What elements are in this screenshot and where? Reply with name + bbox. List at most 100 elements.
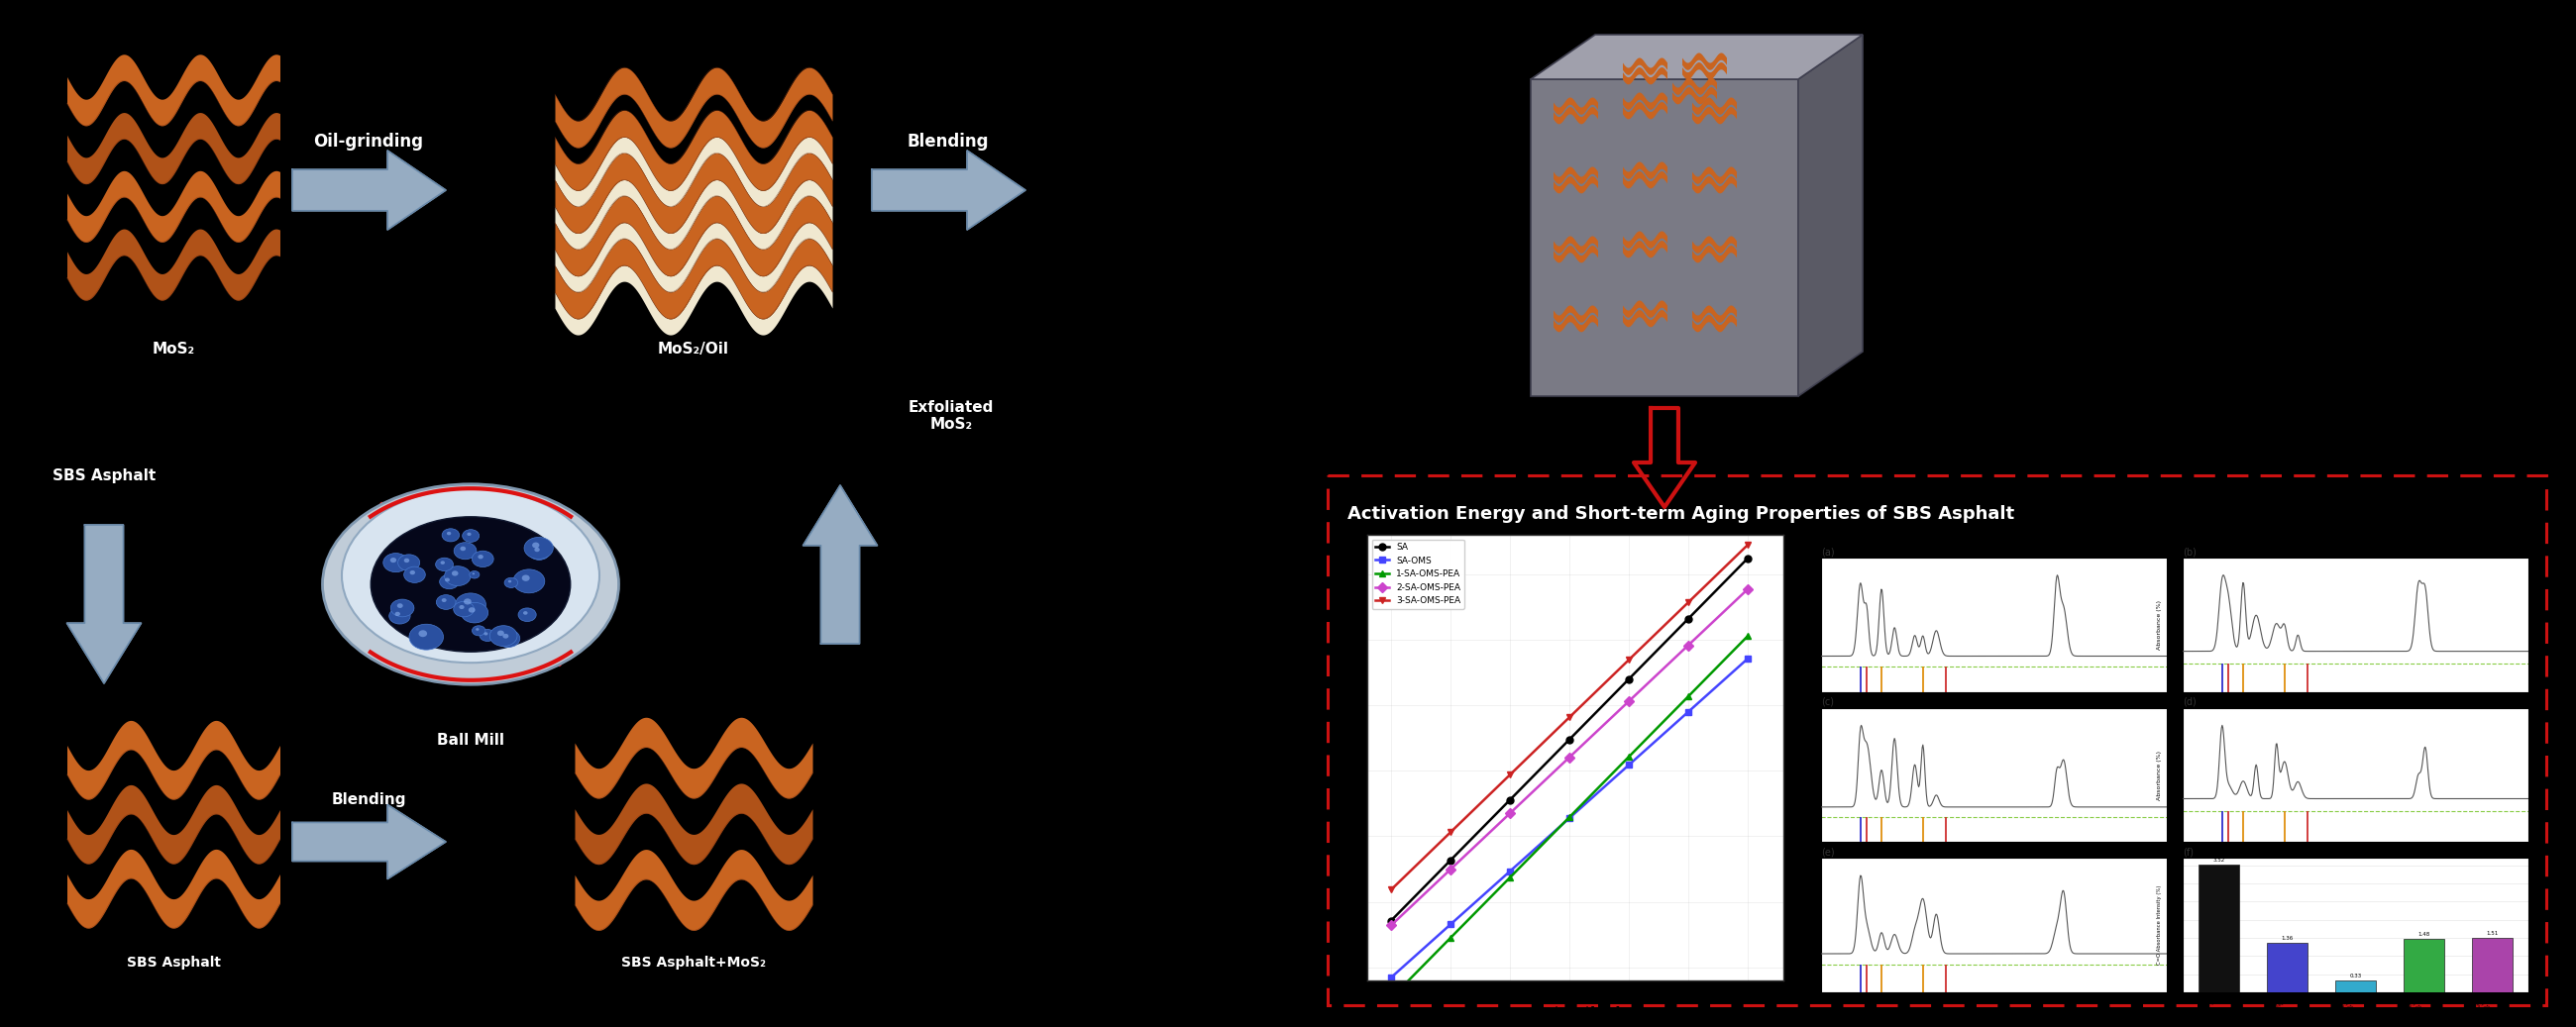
Ellipse shape xyxy=(497,630,520,647)
Ellipse shape xyxy=(523,537,554,559)
Line: SA-OMS: SA-OMS xyxy=(1388,655,1752,981)
Ellipse shape xyxy=(446,578,451,581)
Text: Blending: Blending xyxy=(907,132,989,151)
SA-OMS xyxy=(1494,865,1525,877)
Polygon shape xyxy=(1530,79,1798,396)
Text: Activation Energy and Short-term Aging Properties of SBS Asphalt: Activation Energy and Short-term Aging P… xyxy=(1347,505,2014,523)
Line: SA: SA xyxy=(1388,555,1752,924)
Polygon shape xyxy=(871,151,1025,230)
Ellipse shape xyxy=(322,484,618,685)
Text: 0.33: 0.33 xyxy=(2349,974,2362,979)
Ellipse shape xyxy=(466,532,471,536)
Ellipse shape xyxy=(453,602,474,617)
SA xyxy=(1613,673,1643,685)
1-SA-OMS-PEA xyxy=(1376,992,1406,1004)
Bar xyxy=(2403,939,2445,992)
SA-OMS xyxy=(1376,972,1406,984)
Text: Ball Mill: Ball Mill xyxy=(438,733,505,748)
2-SA-OMS-PEA xyxy=(1613,695,1643,708)
Text: (d): (d) xyxy=(2182,697,2197,707)
Ellipse shape xyxy=(389,608,410,624)
1-SA-OMS-PEA xyxy=(1494,871,1525,883)
Ellipse shape xyxy=(461,603,487,622)
Text: MoS₂/Oil: MoS₂/Oil xyxy=(657,342,729,356)
Y-axis label: Absorbance (%): Absorbance (%) xyxy=(1795,901,1801,950)
Text: 1.51: 1.51 xyxy=(2486,930,2499,936)
Ellipse shape xyxy=(479,555,484,559)
1-SA-OMS-PEA xyxy=(1672,690,1703,702)
Text: (f): (f) xyxy=(2182,847,2195,858)
Ellipse shape xyxy=(464,599,471,605)
Ellipse shape xyxy=(435,595,456,609)
Ellipse shape xyxy=(446,532,451,535)
Ellipse shape xyxy=(469,571,479,578)
Text: SBS Asphalt+MoS₂: SBS Asphalt+MoS₂ xyxy=(621,956,765,969)
Ellipse shape xyxy=(461,546,466,550)
Ellipse shape xyxy=(523,575,531,581)
3-SA-OMS-PEA xyxy=(1731,539,1762,551)
Y-axis label: Absorbance (%): Absorbance (%) xyxy=(1795,600,1801,649)
Y-axis label: Absorbance (%): Absorbance (%) xyxy=(1795,750,1801,800)
Ellipse shape xyxy=(404,559,410,563)
Ellipse shape xyxy=(471,625,484,636)
Polygon shape xyxy=(291,805,446,879)
Ellipse shape xyxy=(456,594,487,616)
3-SA-OMS-PEA xyxy=(1613,653,1643,665)
Ellipse shape xyxy=(507,580,513,582)
Text: 3.52: 3.52 xyxy=(2213,858,2226,863)
Ellipse shape xyxy=(404,567,425,582)
Y-axis label: lnη (Pa.s): lnη (Pa.s) xyxy=(1314,729,1327,787)
3-SA-OMS-PEA xyxy=(1435,826,1466,838)
X-axis label: Wavenumber (cm⁻¹): Wavenumber (cm⁻¹) xyxy=(2324,859,2388,865)
2-SA-OMS-PEA xyxy=(1672,639,1703,651)
SA xyxy=(1672,612,1703,624)
Ellipse shape xyxy=(443,529,459,541)
Ellipse shape xyxy=(518,608,536,621)
Ellipse shape xyxy=(440,574,459,589)
X-axis label: Wavenumber (cm⁻¹): Wavenumber (cm⁻¹) xyxy=(1963,709,2025,715)
Ellipse shape xyxy=(497,631,505,636)
X-axis label: Wavenumber (cm⁻¹): Wavenumber (cm⁻¹) xyxy=(2324,709,2388,715)
Text: MoS₂: MoS₂ xyxy=(152,342,196,356)
Ellipse shape xyxy=(371,517,569,652)
SA xyxy=(1435,854,1466,867)
Line: 2-SA-OMS-PEA: 2-SA-OMS-PEA xyxy=(1388,585,1752,928)
SA-OMS xyxy=(1613,759,1643,771)
Ellipse shape xyxy=(471,550,495,567)
Ellipse shape xyxy=(410,570,415,575)
3-SA-OMS-PEA xyxy=(1553,711,1584,723)
Ellipse shape xyxy=(440,561,446,565)
Text: 1.36: 1.36 xyxy=(2282,937,2293,941)
Ellipse shape xyxy=(343,489,600,662)
X-axis label: Wavenumber (cm⁻¹): Wavenumber (cm⁻¹) xyxy=(1963,1009,2025,1015)
3-SA-OMS-PEA xyxy=(1672,597,1703,609)
Polygon shape xyxy=(804,486,878,644)
Ellipse shape xyxy=(384,554,410,572)
Polygon shape xyxy=(291,151,446,230)
Bar xyxy=(2473,938,2512,992)
Text: (b): (b) xyxy=(2182,547,2197,557)
Text: 1.48: 1.48 xyxy=(2419,931,2429,937)
Ellipse shape xyxy=(397,603,402,608)
Ellipse shape xyxy=(461,530,479,542)
Line: 1-SA-OMS-PEA: 1-SA-OMS-PEA xyxy=(1388,633,1752,1001)
2-SA-OMS-PEA xyxy=(1494,807,1525,820)
Text: Oil-grinding: Oil-grinding xyxy=(314,132,422,151)
SA-OMS xyxy=(1672,706,1703,718)
SA-OMS xyxy=(1435,918,1466,930)
Ellipse shape xyxy=(533,542,538,548)
Line: 3-SA-OMS-PEA: 3-SA-OMS-PEA xyxy=(1388,541,1752,893)
SA-OMS xyxy=(1731,652,1762,664)
Polygon shape xyxy=(1530,35,1862,79)
Ellipse shape xyxy=(502,634,507,639)
SA xyxy=(1731,553,1762,565)
Y-axis label: Absorbance (%): Absorbance (%) xyxy=(2156,600,2161,649)
Ellipse shape xyxy=(469,607,474,613)
Ellipse shape xyxy=(440,599,446,602)
3-SA-OMS-PEA xyxy=(1494,768,1525,781)
Bar xyxy=(2197,865,2239,992)
Ellipse shape xyxy=(505,577,518,587)
Ellipse shape xyxy=(453,542,477,560)
Polygon shape xyxy=(1798,35,1862,396)
2-SA-OMS-PEA xyxy=(1435,864,1466,876)
